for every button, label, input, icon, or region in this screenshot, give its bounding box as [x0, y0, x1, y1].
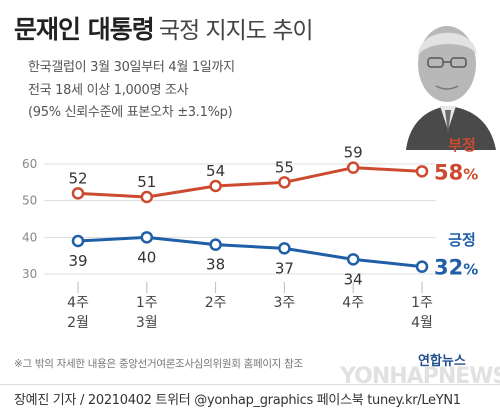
x-tick-label: 1주 [136, 295, 158, 311]
x-tick-label: 1주 [411, 295, 433, 311]
x-tick-label: 4월 [411, 315, 433, 331]
data-label: 52 [68, 169, 87, 187]
y-tick-label: 30 [22, 267, 37, 281]
footnote: ※그 밖의 자세한 내용은 중앙선거여론조사심의위원회 홈페이지 참조 [14, 358, 303, 370]
data-point [71, 187, 85, 200]
title-rest: 국정 지지도 추이 [158, 18, 314, 44]
latest-value-label: 58% [434, 160, 478, 184]
subtitle-line-3: (95% 신뢰수준에 표본오차 ±3.1%p) [28, 105, 233, 120]
series-line [77, 235, 423, 269]
president-portrait-image [384, 0, 500, 150]
x-tick-label: 2주 [205, 295, 227, 311]
series-line [77, 166, 423, 199]
data-point [278, 176, 291, 189]
y-tick-label: 40 [22, 230, 37, 244]
data-point [140, 231, 154, 244]
data-label: 55 [275, 158, 294, 176]
x-tick-label: 3주 [274, 295, 296, 311]
data-label: 40 [137, 248, 156, 266]
y-tick-label: 50 [22, 194, 37, 208]
data-point [415, 260, 429, 273]
data-point [209, 179, 222, 193]
data-label: 54 [206, 162, 225, 180]
data-label: 39 [68, 252, 87, 270]
x-tick-label: 3월 [136, 315, 158, 331]
data-point [415, 165, 429, 178]
series-name-label: 부정 [448, 136, 476, 154]
credit-bar: 장예진 기자 / 20210402 트위터 @yonhap_graphics 페… [0, 384, 500, 410]
x-tick-label: 2월 [67, 315, 89, 331]
title-bold: 문재인 대통령 [14, 15, 155, 44]
data-point [346, 161, 360, 174]
data-label: 37 [275, 259, 294, 277]
x-tick-label: 4주 [342, 295, 364, 311]
data-label: 34 [344, 270, 363, 288]
data-point [209, 238, 222, 251]
y-tick-label: 60 [22, 157, 37, 171]
data-label: 51 [137, 173, 156, 191]
x-tick-label: 4주 [67, 295, 89, 311]
subtitle-line-2: 전국 18세 이상 1,000명 조사 [28, 83, 189, 98]
brand-logo: 연합뉴스 [418, 354, 466, 369]
data-point [278, 242, 291, 255]
data-point [140, 190, 154, 204]
credit-text: 장예진 기자 / 20210402 트위터 @yonhap_graphics 페… [14, 393, 461, 408]
latest-value-label: 32% [434, 256, 478, 280]
data-label: 59 [344, 144, 363, 162]
page-title: 문재인 대통령 국정 지지도 추이 [14, 10, 314, 46]
data-label: 38 [206, 256, 225, 274]
data-point [346, 253, 360, 266]
series-name-label: 긍정 [448, 231, 476, 249]
data-point [71, 234, 85, 248]
subtitle-line-1: 한국갤럽이 3월 30일부터 4월 1일까지 [28, 60, 235, 75]
